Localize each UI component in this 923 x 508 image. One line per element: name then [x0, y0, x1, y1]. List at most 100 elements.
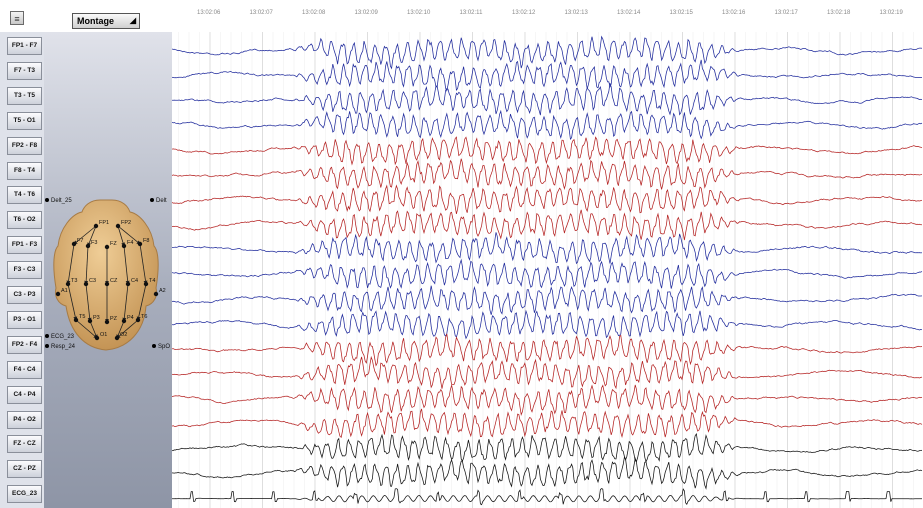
- electrode-dot[interactable]: [71, 241, 77, 247]
- time-tick-label: 13:02:09: [354, 10, 378, 16]
- eeg-trace-canvas[interactable]: [172, 32, 923, 508]
- electrode-dot[interactable]: [104, 281, 110, 287]
- electrode-label: F4: [127, 240, 133, 246]
- electrode-dot[interactable]: [65, 281, 71, 287]
- electrode-label: O1: [100, 332, 107, 338]
- eeg-trace-f3-c3[interactable]: [172, 258, 923, 289]
- electrode-label: P4: [127, 315, 134, 321]
- channel-label-button[interactable]: FP1 - F3: [7, 236, 42, 255]
- bipolar-chains: [66, 225, 148, 339]
- time-tick-label: 13:02:14: [617, 10, 641, 16]
- chain-arrow: [84, 245, 89, 285]
- channel-label-column: FP1 - F7 F7 - T3 T3 - T5 T5 - O1 FP2 - F8 F8 …: [0, 32, 44, 508]
- chain-arrow: [116, 319, 139, 339]
- channel-label-button[interactable]: F7 - T3: [7, 61, 42, 80]
- electrode-head-diagram[interactable]: FP1 FP2 F7 F3 FZ F4 F8 T3 C3 CZ C4 T4 T5 P3 PZ P4 T6 O1 O2…: [44, 32, 172, 508]
- electrode-dot[interactable]: [87, 318, 93, 324]
- electrode-dot[interactable]: [135, 317, 141, 323]
- channel-label-button[interactable]: T6 - O2: [7, 211, 42, 230]
- time-tick-label: 13:02:11: [459, 10, 483, 16]
- eeg-trace-area[interactable]: [172, 32, 923, 508]
- eeg-trace-fp2-f4[interactable]: [172, 333, 923, 367]
- electrode-dot[interactable]: [104, 244, 110, 250]
- electrode-label: P3: [93, 315, 100, 321]
- eeg-trace-ecg_23[interactable]: [172, 488, 922, 506]
- channel-label-button[interactable]: C4 - P4: [7, 385, 42, 404]
- time-axis: 13:02:06 13:02:07 13:02:08 13:02:09 13:02:10…: [172, 0, 923, 32]
- left-bottom-channel-label-1: ECG_23: [45, 334, 74, 340]
- eeg-trace-c4-p4[interactable]: [172, 384, 923, 416]
- channel-label-button[interactable]: T3 - T5: [7, 86, 42, 105]
- electrode-label: F8: [143, 238, 149, 244]
- electrode-label: C4: [131, 278, 138, 284]
- electrode-dot[interactable]: [94, 335, 100, 341]
- chain-arrow: [87, 225, 97, 247]
- eeg-trace-t3-t5[interactable]: [172, 83, 923, 116]
- eeg-trace-f4-c4[interactable]: [172, 355, 923, 390]
- electrode-label: A2: [159, 288, 166, 294]
- channel-label-button[interactable]: F4 - C4: [7, 360, 42, 379]
- channel-label-button[interactable]: F8 - T4: [7, 161, 42, 180]
- eeg-trace-f7-t3[interactable]: [172, 59, 923, 92]
- electrode-label: FZ: [110, 241, 117, 247]
- channel-label-button[interactable]: FZ - CZ: [7, 435, 42, 454]
- channel-label-button[interactable]: P4 - O2: [7, 410, 42, 429]
- electrode-dot[interactable]: [121, 318, 127, 324]
- dropdown-arrow-icon: ◢: [129, 16, 136, 25]
- eeg-trace-f8-t4[interactable]: [172, 158, 923, 191]
- channel-label-button[interactable]: T4 - T6: [7, 186, 42, 205]
- electrode-label: A1: [61, 288, 68, 294]
- time-tick-label: 13:02:16: [722, 10, 746, 16]
- channel-label-button[interactable]: T5 - O1: [7, 111, 42, 130]
- eeg-trace-p4-o2[interactable]: [172, 408, 923, 439]
- electrode-label: PZ: [110, 316, 118, 322]
- electrode-dot[interactable]: [55, 291, 61, 297]
- electrode-dot[interactable]: [114, 335, 120, 341]
- montage-dropdown[interactable]: Montage ◢: [72, 13, 140, 29]
- electrode-dot[interactable]: [73, 317, 79, 323]
- eeg-trace-fp1-f7[interactable]: [172, 35, 923, 70]
- electrode-label: T3: [71, 278, 77, 284]
- electrodes: FP1 FP2 F7 F3 FZ F4 F8 T3 C3 CZ C4 T4 T5 P3 PZ P4 T6 O1 O2…: [55, 220, 166, 341]
- channel-label-button[interactable]: F3 - C3: [7, 261, 42, 280]
- chain-arrow: [75, 319, 98, 339]
- channel-label-button[interactable]: ECG_23: [7, 485, 42, 504]
- eeg-trace-t6-o2[interactable]: [172, 209, 922, 241]
- channel-label-button[interactable]: C3 - P3: [7, 286, 42, 304]
- electrode-dot[interactable]: [83, 281, 89, 287]
- channel-label-button[interactable]: P3 - O1: [7, 310, 42, 329]
- eeg-trace-fz-cz[interactable]: [172, 433, 923, 463]
- eeg-trace-c3-p3[interactable]: [172, 285, 923, 315]
- electrode-dot[interactable]: [137, 241, 143, 247]
- time-grid: [178, 32, 914, 508]
- electrode-dot[interactable]: [153, 291, 159, 297]
- channel-label-button[interactable]: FP2 - F4: [7, 335, 42, 354]
- electrode-dot[interactable]: [121, 243, 127, 249]
- channel-label-button[interactable]: FP2 - F8: [7, 136, 42, 155]
- electrode-dot[interactable]: [104, 319, 110, 325]
- electrode-label: T6: [141, 314, 147, 320]
- electrode-dot[interactable]: [93, 223, 99, 229]
- eeg-trace-fp2-f8[interactable]: [172, 136, 923, 166]
- electrode-label: C3: [89, 278, 96, 284]
- electrode-dot[interactable]: [115, 223, 121, 229]
- eeg-trace-t5-o1[interactable]: [172, 109, 923, 140]
- electrode-label: FP1: [99, 220, 109, 226]
- left-top-channel-label: Delt_25: [45, 198, 72, 204]
- channel-label-button[interactable]: FP1 - F7: [7, 37, 42, 55]
- system-menu-button[interactable]: ≡: [10, 11, 24, 25]
- eeg-trace-p3-o1[interactable]: [172, 309, 923, 340]
- channel-label-button[interactable]: CZ - PZ: [7, 460, 42, 479]
- electrode-dot[interactable]: [143, 281, 149, 287]
- eeg-trace-cz-pz[interactable]: [172, 456, 923, 490]
- time-tick-label: 13:02:17: [774, 10, 798, 16]
- eeg-trace-t4-t6[interactable]: [172, 184, 923, 214]
- chain-arrow: [139, 243, 148, 285]
- montage-panel: FP1 FP2 F7 F3 FZ F4 F8 T3 C3 CZ C4 T4 T5 P3 PZ P4 T6 O1 O2…: [44, 32, 172, 508]
- electrode-dot[interactable]: [125, 281, 131, 287]
- electrode-dot[interactable]: [85, 243, 91, 249]
- chain-arrow: [67, 283, 78, 321]
- eeg-trace-fp1-f3[interactable]: [172, 232, 923, 265]
- toolbar: ≡ Montage ◢ 13:02:06 13:02:07 13:02:08 13:0…: [0, 0, 923, 32]
- electrode-label: CZ: [110, 278, 118, 284]
